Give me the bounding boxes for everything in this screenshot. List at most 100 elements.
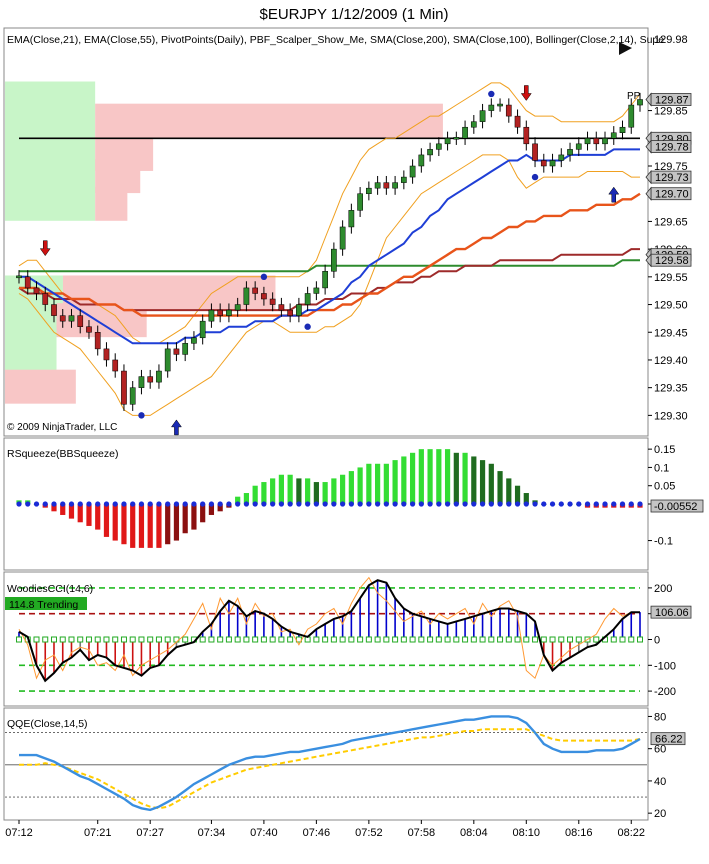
cci-zero-marker <box>243 636 250 643</box>
time-axis-label: 07:40 <box>250 827 278 839</box>
squeeze-bar <box>252 485 258 504</box>
squeeze-dot <box>541 501 547 507</box>
price-tag-label: 129.73 <box>655 172 689 184</box>
price-tag-label: 129.87 <box>655 95 689 107</box>
candle-body <box>59 315 66 322</box>
squeeze-dot <box>514 501 521 507</box>
candle-body <box>435 143 442 150</box>
price-axis-label: 129.55 <box>654 272 688 284</box>
cci-axis-label: 200 <box>654 583 672 595</box>
candle-body <box>103 348 110 361</box>
time-axis-label: 07:34 <box>198 827 226 839</box>
cci-zero-marker <box>313 636 320 643</box>
cci-zero-marker <box>120 636 127 643</box>
cci-zero-marker <box>138 636 145 643</box>
cci-zero-marker <box>628 636 635 643</box>
cci-zero-marker <box>540 636 547 643</box>
candle-body <box>68 315 75 322</box>
squeeze-bar <box>479 460 486 504</box>
squeeze-dot <box>278 501 284 507</box>
squeeze-dot <box>418 501 424 507</box>
qqe-axis-label: 20 <box>654 808 666 820</box>
price-axis-label: 129.75 <box>654 161 688 173</box>
cci-zero-marker <box>33 636 40 643</box>
squeeze-bar <box>77 504 83 523</box>
cci-zero-marker <box>260 636 267 643</box>
squeeze-bar <box>278 474 284 504</box>
candle-body <box>409 165 416 178</box>
qqe-title: QQE(Close,14,5) <box>7 718 88 730</box>
squeeze-dot <box>427 501 433 507</box>
time-axis-label: 08:16 <box>565 827 593 839</box>
squeeze-axis-label: 0.05 <box>654 481 675 493</box>
sell-arrow-icon <box>39 240 51 257</box>
candle-body <box>357 193 363 211</box>
squeeze-dot <box>532 501 538 507</box>
squeeze-bar <box>506 478 512 504</box>
squeeze-bar <box>103 504 110 537</box>
price-axis-label: 129.35 <box>654 383 688 395</box>
candle-body <box>24 276 31 289</box>
price-tag-pointer <box>645 131 652 146</box>
cci-zero-marker <box>199 636 206 643</box>
squeeze-dot <box>409 501 416 507</box>
squeeze-dot <box>611 501 617 507</box>
cci-zero-marker <box>182 636 189 643</box>
squeeze-bar <box>322 482 328 504</box>
candle-body <box>182 343 189 355</box>
price-tag-label: 129.58 <box>655 255 689 267</box>
squeeze-dot <box>147 501 153 507</box>
price-axis-label: 129.30 <box>654 410 688 422</box>
qqe-plot-group <box>5 715 647 812</box>
cci-zero-marker <box>505 636 512 643</box>
squeeze-bar <box>138 504 145 548</box>
cci-zero-marker <box>567 636 574 643</box>
squeeze-dot <box>357 501 363 507</box>
candle-body <box>540 160 547 167</box>
squeeze-bar <box>392 460 398 504</box>
candle-body <box>593 138 600 145</box>
squeeze-dot <box>138 501 145 507</box>
candle-body <box>252 287 259 294</box>
squeeze-dot <box>235 501 241 507</box>
candle-body <box>374 182 381 189</box>
squeeze-dot <box>462 501 468 507</box>
candle-body <box>278 304 285 311</box>
cci-zero-marker <box>453 636 460 643</box>
ema55-line <box>19 192 641 317</box>
cci-badge-bg <box>5 597 87 610</box>
candle-body <box>33 287 40 294</box>
squeeze-dot <box>348 501 354 507</box>
squeeze-bar <box>261 482 267 504</box>
squeeze-plot-group <box>16 449 643 548</box>
cci-zero-marker <box>278 636 285 643</box>
buy-arrow-icon <box>170 419 182 436</box>
profile-green-block <box>5 186 96 221</box>
squeeze-bar <box>296 478 302 504</box>
cci-zero-marker <box>164 636 171 643</box>
candle-body <box>42 293 49 305</box>
cci-axis-label: -200 <box>654 686 676 698</box>
squeeze-dot <box>383 501 389 507</box>
cci-zero-marker <box>523 636 530 643</box>
cci-zero-marker <box>59 636 66 643</box>
cci-zero-marker <box>112 636 119 643</box>
squeeze-bar <box>497 471 503 504</box>
squeeze-dot <box>313 501 319 507</box>
squeeze-dot <box>296 501 302 507</box>
price-tag-pointer <box>645 186 652 201</box>
price-tag-pointer <box>645 92 652 107</box>
candle-body <box>226 309 232 316</box>
cci-zero-marker <box>147 636 154 643</box>
profile-red-block <box>95 186 128 221</box>
candle-body <box>147 376 154 383</box>
candle-body <box>610 132 617 139</box>
candle-body <box>86 326 92 333</box>
squeeze-bar <box>409 452 416 504</box>
time-axis-label: 08:22 <box>617 827 645 839</box>
cci-zero-marker <box>269 636 276 643</box>
price-axis-label: 129.45 <box>654 327 688 339</box>
qqe-value-box <box>650 732 686 746</box>
squeeze-bar <box>383 463 389 504</box>
chart-title: $EURJPY 1/12/2009 (1 Min) <box>260 6 449 23</box>
